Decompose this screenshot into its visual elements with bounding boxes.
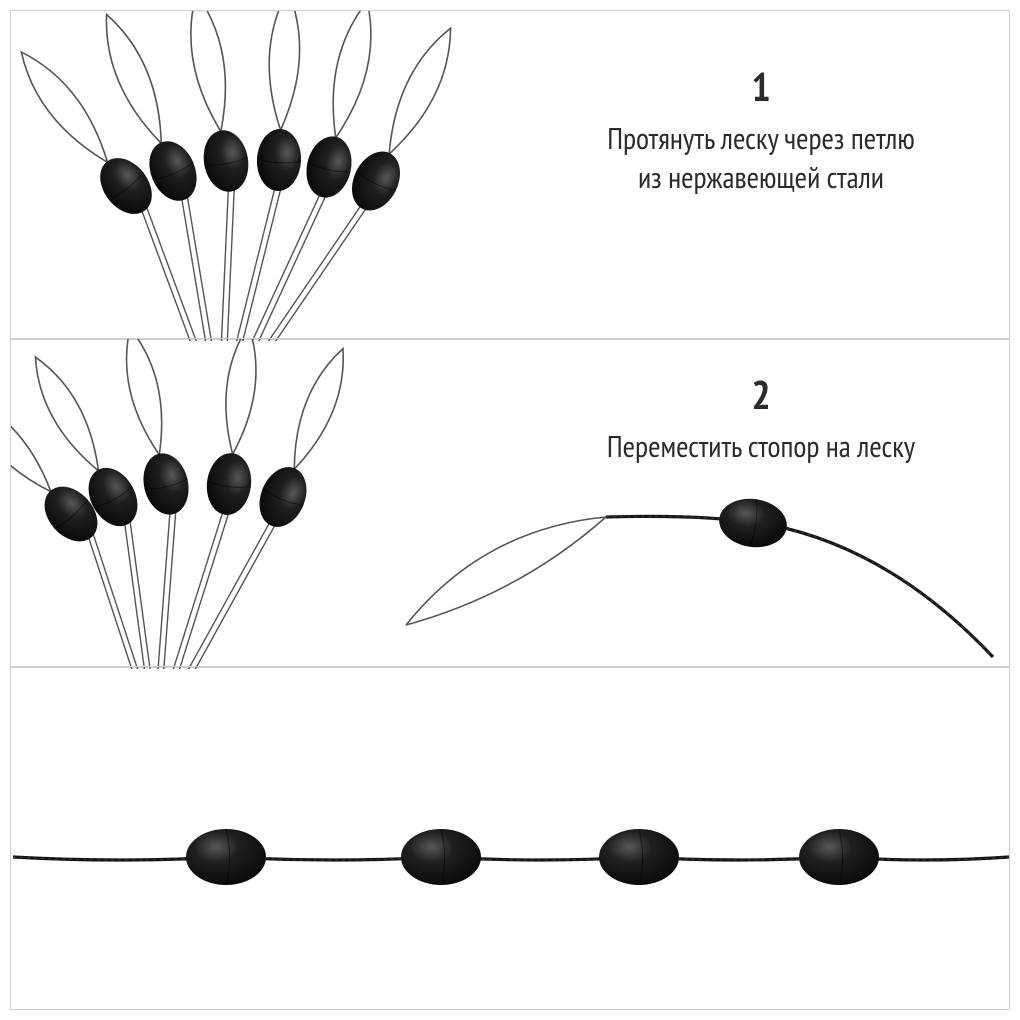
step2-line1: Переместить стопор на леску [531,427,991,466]
step1-text: 1 Протянуть леску через петлю из нержаве… [531,61,991,197]
step-panel-3 [10,666,1010,1010]
step3-illustration [11,667,1011,1011]
step2-number: 2 [531,369,991,421]
step1-line1: Протянуть леску через петлю [531,119,991,158]
step1-number: 1 [531,61,991,113]
step2-text: 2 Переместить стопор на леску [531,369,991,466]
step-panel-1: 1 Протянуть леску через петлю из нержаве… [10,10,1010,340]
step-panel-2: 2 Переместить стопор на леску [10,338,1010,668]
step1-line2: из нержавеющей стали [531,158,991,197]
